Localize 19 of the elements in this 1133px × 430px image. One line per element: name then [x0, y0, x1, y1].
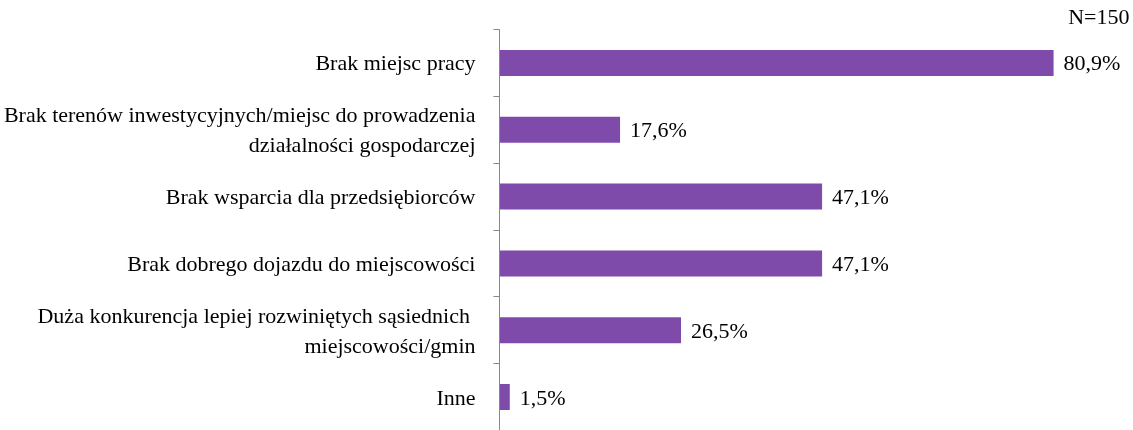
text: N=150: [1068, 3, 1130, 29]
bar: [499, 317, 681, 344]
y-tick-label: Brak wsparcia dla przedsiębiorców: [165, 184, 476, 210]
data-label: 26,5%: [691, 317, 748, 343]
y-tick-label: Inne: [436, 384, 476, 410]
data-label: 47,1%: [832, 250, 889, 276]
bar: [499, 49, 1054, 76]
bar: [499, 384, 510, 411]
bar: [499, 250, 823, 277]
data-label: 1,5%: [519, 384, 566, 410]
bar: [499, 116, 621, 143]
bar: [499, 183, 823, 210]
data-label: 80,9%: [1063, 50, 1121, 76]
y-tick-label: Brak terenów inwestycyjnych/miejsc do prowadzenia działalności gospodarczej: [3, 102, 476, 158]
data-label: 47,1%: [832, 184, 889, 210]
y-tick-label: Brak dobrego dojazdu do miejscowości: [127, 250, 476, 276]
data-label: 17,6%: [630, 117, 687, 143]
y-tick-label: Brak miejsc pracy: [315, 50, 476, 76]
y-tick-label: Duża konkurencja lepiej rozwiniętych sąsiednich miejscowości/gmin: [37, 302, 476, 358]
